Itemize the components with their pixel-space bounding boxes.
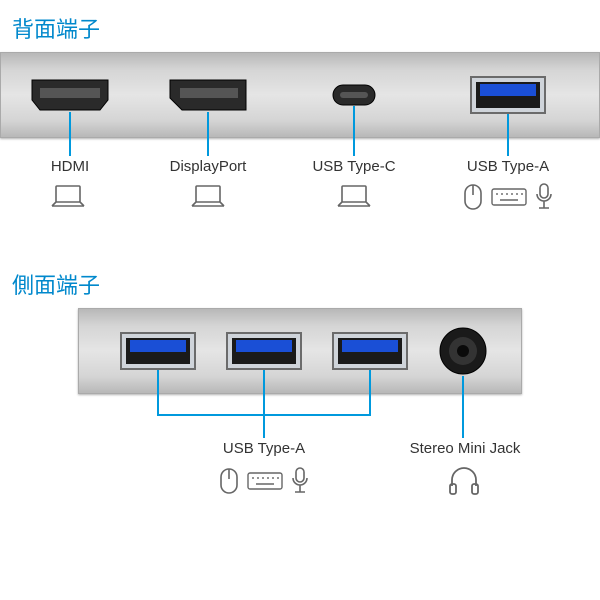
connector-line (157, 370, 159, 414)
usb-a-port-rear (470, 76, 546, 114)
usb-a-port-side-3 (332, 332, 408, 370)
port-label-displayport: DisplayPort (160, 158, 256, 175)
icons-dp (190, 184, 226, 210)
icons-jack (448, 466, 480, 496)
rear-section-title: 背面端子 (12, 12, 100, 44)
hdmi-port (30, 78, 110, 112)
side-section-title: 側面端子 (12, 268, 100, 300)
connector-line (462, 376, 464, 438)
laptop-icon (50, 184, 86, 210)
keyboard-icon (246, 469, 284, 493)
connector-line (263, 370, 265, 414)
usb-c-port (332, 84, 376, 106)
port-label-usbc: USB Type-C (306, 158, 402, 175)
icons-usbc (336, 184, 372, 210)
laptop-icon (336, 184, 372, 210)
mic-icon (534, 182, 554, 212)
port-label-usba: USB Type-A (460, 158, 556, 175)
displayport-port (168, 78, 248, 112)
keyboard-icon (490, 185, 528, 209)
port-label-hdmi: HDMI (30, 158, 110, 175)
connector-line (69, 112, 71, 156)
mic-icon (290, 466, 310, 496)
icons-usba-rear (462, 182, 554, 212)
connector-line (263, 414, 265, 438)
usb-a-port-side-2 (226, 332, 302, 370)
stereo-jack-port (438, 326, 488, 376)
mouse-icon (218, 466, 240, 496)
headphones-icon (448, 466, 480, 496)
icons-usba-side (218, 466, 310, 496)
usb-a-port-side-1 (120, 332, 196, 370)
connector-line (369, 370, 371, 414)
mouse-icon (462, 182, 484, 212)
laptop-icon (190, 184, 226, 210)
connector-line (207, 112, 209, 156)
port-label-jack: Stereo Mini Jack (400, 440, 530, 457)
connector-line (507, 114, 509, 156)
port-label-usba-side: USB Type-A (216, 440, 312, 457)
icons-hdmi (50, 184, 86, 210)
connector-line (353, 106, 355, 156)
